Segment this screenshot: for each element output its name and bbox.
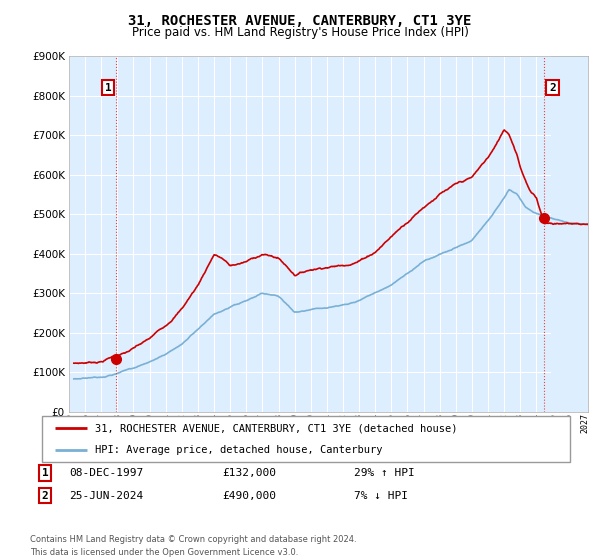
FancyBboxPatch shape bbox=[42, 416, 570, 462]
Text: 31, ROCHESTER AVENUE, CANTERBURY, CT1 3YE (detached house): 31, ROCHESTER AVENUE, CANTERBURY, CT1 3Y… bbox=[95, 423, 457, 433]
Text: 08-DEC-1997: 08-DEC-1997 bbox=[69, 468, 143, 478]
Text: 29% ↑ HPI: 29% ↑ HPI bbox=[354, 468, 415, 478]
Text: £132,000: £132,000 bbox=[222, 468, 276, 478]
Text: HPI: Average price, detached house, Canterbury: HPI: Average price, detached house, Cant… bbox=[95, 445, 382, 455]
Text: 1: 1 bbox=[104, 83, 112, 92]
Text: 1: 1 bbox=[41, 468, 49, 478]
Text: Contains HM Land Registry data © Crown copyright and database right 2024.
This d: Contains HM Land Registry data © Crown c… bbox=[30, 535, 356, 557]
Bar bbox=[551, 56, 588, 412]
Text: 2: 2 bbox=[549, 83, 556, 92]
Text: 7% ↓ HPI: 7% ↓ HPI bbox=[354, 491, 408, 501]
Text: £490,000: £490,000 bbox=[222, 491, 276, 501]
Text: 2: 2 bbox=[41, 491, 49, 501]
Text: Price paid vs. HM Land Registry's House Price Index (HPI): Price paid vs. HM Land Registry's House … bbox=[131, 26, 469, 39]
Text: 25-JUN-2024: 25-JUN-2024 bbox=[69, 491, 143, 501]
Text: 31, ROCHESTER AVENUE, CANTERBURY, CT1 3YE: 31, ROCHESTER AVENUE, CANTERBURY, CT1 3Y… bbox=[128, 14, 472, 28]
